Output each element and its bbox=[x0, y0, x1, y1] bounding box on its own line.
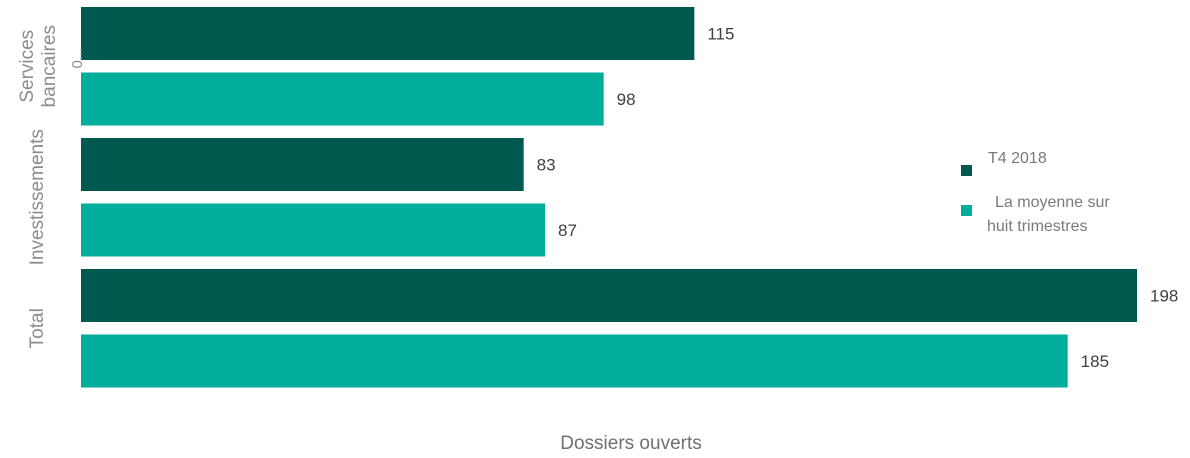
value-label-1-0: 83 bbox=[537, 156, 556, 175]
stray-axis-text: 0... bbox=[69, 48, 86, 69]
bar-0-1 bbox=[81, 72, 604, 126]
category-label-2: Total bbox=[27, 308, 48, 348]
bar-1-0 bbox=[81, 138, 524, 191]
bar-1-1 bbox=[81, 203, 545, 257]
bar-2-0 bbox=[81, 269, 1137, 322]
x-axis-title: Dossiers ouverts bbox=[560, 433, 702, 453]
bars-layer bbox=[81, 7, 1137, 388]
value-labels-layer: 115 98 83 87 198 185 bbox=[537, 25, 1179, 372]
value-label-0-0: 115 bbox=[707, 25, 734, 44]
legend-swatch-1 bbox=[961, 205, 972, 216]
bar-0-0 bbox=[81, 7, 695, 60]
category-label-line: Total bbox=[27, 308, 48, 348]
value-label-2-0: 198 bbox=[1150, 287, 1178, 306]
value-label-0-1: 98 bbox=[617, 90, 636, 109]
category-label-0: Servicesbancaires bbox=[17, 25, 60, 107]
legend-label-1: La moyenne sur bbox=[995, 194, 1110, 211]
category-label-line: Services bbox=[17, 30, 38, 103]
category-label-1: Investissements bbox=[27, 129, 48, 265]
category-labels-layer: Servicesbancaires Investissements Total bbox=[17, 25, 60, 348]
legend-swatch-0 bbox=[961, 165, 972, 176]
category-label-line: Investissements bbox=[27, 129, 48, 265]
category-label-line: bancaires bbox=[39, 25, 60, 107]
legend: T4 2018 La moyenne sur huit trimestres bbox=[961, 150, 1110, 235]
legend-label-1: huit trimestres bbox=[987, 218, 1087, 235]
value-label-1-1: 87 bbox=[558, 221, 577, 240]
bar-2-1 bbox=[81, 334, 1068, 388]
value-label-2-1: 185 bbox=[1081, 352, 1109, 371]
legend-label-0: T4 2018 bbox=[988, 150, 1047, 167]
